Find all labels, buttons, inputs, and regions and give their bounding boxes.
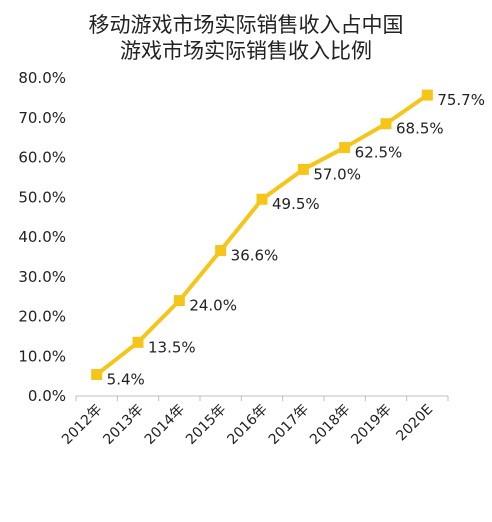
x-tick-label: 2019年 (348, 402, 394, 448)
data-label: 57.0% (313, 165, 361, 183)
data-label: 5.4% (107, 371, 145, 389)
x-tick-label: 2014年 (142, 402, 188, 448)
chart-title-line-2: 游戏市场实际销售收入比例 (120, 39, 372, 63)
data-labels-group: 5.4%13.5% 24.0% 36.6% 49.5% 57.0% 62.5% 68.5% 7… (107, 91, 485, 388)
data-point-marker (256, 193, 268, 205)
chart-title-line-1: 移动游戏市场实际销售收入占中国 (89, 13, 404, 37)
x-tick-label: 2013年 (100, 402, 146, 448)
data-point-marker (91, 369, 103, 381)
data-label: 13.5% (148, 338, 196, 356)
data-point-marker (215, 245, 227, 257)
y-tick-label: 70.0% (18, 109, 66, 127)
data-label: 24.0% (189, 297, 237, 315)
data-point-marker (339, 142, 351, 154)
data-label: 36.6% (231, 247, 279, 265)
y-tick-label: 50.0% (18, 188, 66, 206)
data-label: 62.5% (355, 144, 403, 162)
y-tick-label: 0.0% (28, 387, 66, 405)
x-tick-label: 2016年 (224, 402, 270, 448)
y-tick-label: 10.0% (18, 347, 66, 365)
x-tick-label: 2012年 (59, 402, 105, 448)
y-tick-label: 20.0% (18, 308, 66, 326)
data-point-marker (380, 118, 392, 130)
x-tick-label: 2020E (393, 402, 436, 445)
data-point-marker (421, 89, 433, 101)
x-tick-label: 2015年 (183, 402, 229, 448)
series-line (95, 93, 429, 377)
y-tick-label: 40.0% (18, 228, 66, 246)
data-point-marker (132, 336, 144, 348)
data-label: 68.5% (396, 120, 444, 138)
series-group (91, 89, 433, 381)
data-label: 49.5% (272, 195, 320, 213)
data-label: 75.7% (437, 91, 485, 109)
y-tick-label: 80.0% (18, 69, 66, 87)
data-point-marker (173, 295, 185, 307)
y-tick-label: 30.0% (18, 268, 66, 286)
data-point-marker (297, 163, 309, 175)
y-tick-label: 60.0% (18, 149, 66, 167)
x-tick-label: 2017年 (266, 402, 312, 448)
x-tick-label: 2018年 (307, 402, 353, 448)
